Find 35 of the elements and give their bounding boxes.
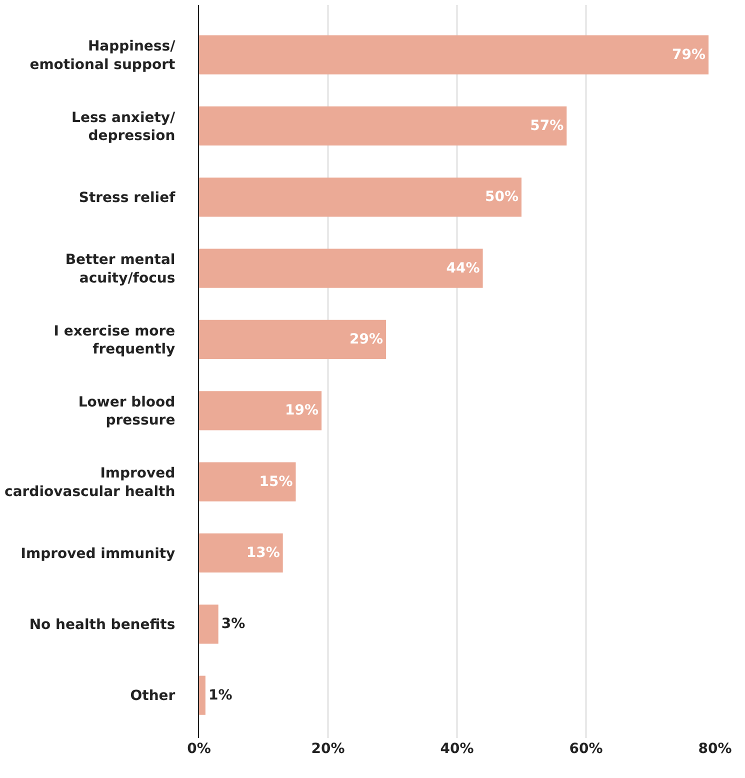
y-tick-label: Improved immunity (20, 546, 176, 562)
data-label: 57% (530, 118, 564, 134)
bar (199, 533, 283, 573)
data-label: 1% (208, 687, 232, 704)
data-label: 29% (350, 331, 384, 348)
bar (199, 178, 522, 217)
data-label: 15% (259, 474, 293, 490)
y-tick-label: No health benefits (29, 617, 176, 634)
bar (199, 462, 296, 502)
y-tick-label: Lower blood pressure (78, 394, 176, 429)
bar (199, 35, 709, 74)
data-label: 44% (446, 260, 480, 276)
x-tick-label: 40% (440, 741, 474, 757)
y-tick-label: Improved cardiovascular health (4, 466, 176, 500)
data-label: 79% (672, 46, 706, 63)
y-tick-label: Better mental acuity/focus (65, 252, 176, 286)
data-label: 3% (221, 616, 246, 632)
bar (199, 676, 206, 715)
x-tick-label: 20% (311, 741, 345, 757)
bar (199, 391, 322, 430)
x-tick-label: 60% (569, 741, 603, 757)
bar (199, 106, 567, 146)
y-tick-label: Stress relief (78, 190, 176, 206)
y-tick-label: Happiness/ emotional support (30, 38, 176, 73)
bar (199, 248, 483, 288)
x-tick-label: 80% (698, 741, 732, 757)
data-label: 13% (246, 544, 280, 561)
bar (199, 320, 386, 360)
data-label: 50% (484, 189, 518, 206)
y-tick-label: Less anxiety/ depression (72, 110, 176, 144)
y-tick-label: Other (130, 688, 176, 704)
data-label: 19% (285, 402, 319, 419)
x-tick-label: 0% (187, 741, 211, 757)
y-tick-label: I exercise more frequently (54, 323, 176, 358)
bar (199, 604, 218, 644)
